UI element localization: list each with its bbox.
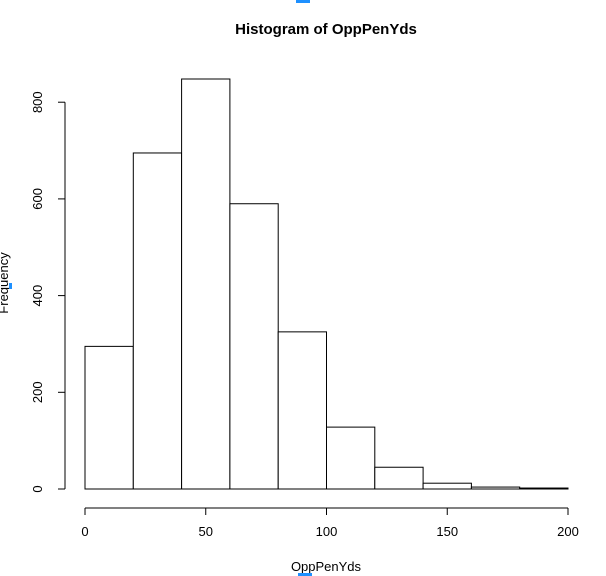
chart-title: Histogram of OppPenYds — [235, 21, 417, 38]
x-tick-label-0: 0 — [81, 524, 88, 539]
y-axis: 0 200 400 600 800 — [30, 91, 66, 493]
y-axis-label: Frequency — [0, 252, 11, 314]
histogram-bar-9 — [519, 487, 569, 490]
y-tick-label-0: 0 — [30, 485, 45, 492]
histogram-bar-8 — [470, 486, 521, 490]
y-tick-label-2: 400 — [30, 285, 45, 307]
x-tick-label-4: 200 — [557, 524, 579, 539]
histogram-bar-0 — [84, 345, 134, 490]
x-axis-label: OppPenYds — [291, 559, 362, 574]
y-tick-label-4: 800 — [30, 91, 45, 113]
x-tick-label-1: 50 — [199, 524, 213, 539]
top-marker — [296, 0, 310, 3]
histogram-bar-1 — [132, 152, 183, 490]
histogram-bar-3 — [229, 203, 279, 490]
x-tick-label-2: 100 — [316, 524, 338, 539]
x-tick-label-3: 150 — [436, 524, 458, 539]
y-tick-label-3: 600 — [30, 188, 45, 210]
x-axis: 0 50 100 150 200 — [81, 507, 579, 539]
histogram-bar-4 — [277, 331, 328, 490]
bars-group — [84, 78, 569, 490]
y-tick-label-1: 200 — [30, 381, 45, 403]
histogram-bar-2 — [181, 78, 231, 490]
left-marker — [9, 283, 12, 289]
histogram-bar-5 — [326, 426, 376, 490]
histogram-bar-7 — [422, 482, 472, 490]
bottom-marker — [298, 573, 312, 576]
histogram-bar-6 — [374, 466, 424, 490]
